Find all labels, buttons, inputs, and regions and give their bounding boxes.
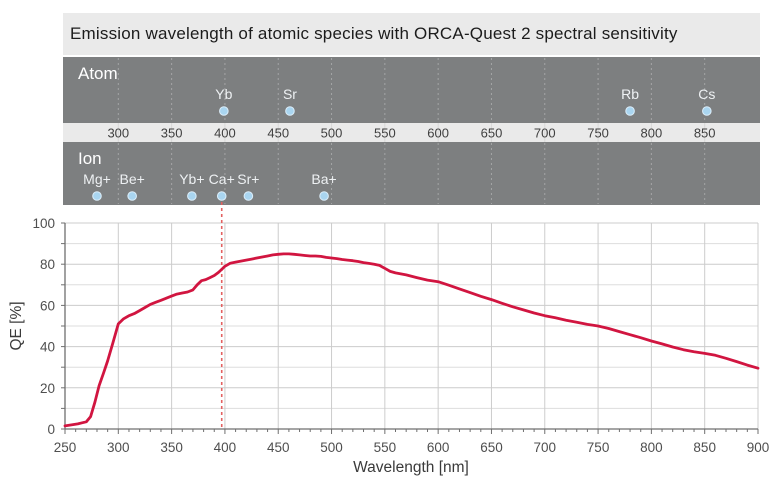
x-tick-label: 700 [534, 440, 557, 455]
x-tick-label: 650 [480, 440, 503, 455]
x-axis-label: Wavelength [nm] [353, 459, 469, 476]
ion-marker-dot-Mg+ [92, 191, 102, 201]
ion-band-label: Ion [78, 149, 102, 168]
ion-band: Ion [63, 142, 760, 205]
scale-tick-label: 300 [107, 126, 129, 141]
x-tick-label: 300 [107, 440, 130, 455]
x-tick-label: 550 [374, 440, 397, 455]
ion-marker-label-Ba+: Ba+ [311, 171, 336, 187]
x-tick-label: 400 [214, 440, 237, 455]
y-axis-label: QE [%] [8, 301, 25, 350]
figure-title: Emission wavelength of atomic species wi… [70, 24, 678, 43]
x-tick-label: 600 [427, 440, 450, 455]
qe-curve [63, 252, 760, 428]
atom-marker-dot-Rb [625, 106, 635, 116]
y-tick-label: 60 [40, 298, 55, 313]
x-tick-label: 500 [320, 440, 343, 455]
atom-band: Atom [63, 57, 760, 123]
scale-tick-label: 700 [534, 126, 556, 141]
scale-tick-label: 450 [267, 126, 289, 141]
ion-marker-dot-Ca+ [216, 191, 227, 201]
atom-band-label: Atom [78, 64, 118, 83]
x-tick-label: 450 [267, 440, 290, 455]
ion-marker-dot-Be+ [127, 191, 137, 201]
scale-tick-label: 500 [321, 126, 343, 141]
atom-marker-dot-Cs [702, 106, 712, 116]
atom-marker-label-Cs: Cs [698, 86, 715, 102]
ion-marker-label-Ca+: Ca+ [209, 171, 235, 187]
ion-marker-dot-Ba+ [319, 191, 329, 201]
y-tick-label: 40 [40, 340, 55, 355]
y-tick-label: 80 [40, 257, 55, 272]
wavelength-scale-strip [63, 123, 760, 142]
scale-tick-label: 850 [694, 126, 716, 141]
scale-tick-label: 650 [481, 126, 503, 141]
ion-marker-label-Be+: Be+ [120, 171, 145, 187]
x-tick-label: 900 [747, 440, 770, 455]
scale-tick-label: 750 [587, 126, 609, 141]
atom-marker-label-Rb: Rb [621, 86, 639, 102]
atom-marker-dot-Sr [285, 106, 295, 116]
atom-marker-label-Yb: Yb [215, 86, 232, 102]
scale-tick-label: 550 [374, 126, 396, 141]
x-tick-label: 350 [160, 440, 183, 455]
scale-tick-label: 800 [641, 126, 663, 141]
scale-tick-label: 400 [214, 126, 236, 141]
ion-marker-label-Sr+: Sr+ [237, 171, 259, 187]
atom-marker-label-Sr: Sr [283, 86, 297, 102]
ion-marker-dot-Yb+ [187, 191, 197, 201]
x-tick-label: 750 [587, 440, 610, 455]
figure-title-bar: Emission wavelength of atomic species wi… [63, 13, 760, 55]
y-tick-label: 20 [40, 381, 55, 396]
x-tick-label: 800 [640, 440, 663, 455]
atom-marker-dot-Yb [219, 106, 229, 116]
y-tick-label: 0 [47, 422, 55, 437]
ion-marker-dot-Sr+ [243, 191, 254, 201]
scale-tick-label: 350 [161, 126, 183, 141]
x-tick-label: 850 [693, 440, 716, 455]
ion-marker-label-Yb+: Yb+ [179, 171, 204, 187]
scale-tick-label: 600 [427, 126, 449, 141]
y-tick-label: 100 [32, 216, 55, 231]
ion-marker-label-Mg+: Mg+ [83, 171, 111, 187]
x-tick-label: 250 [54, 440, 77, 455]
